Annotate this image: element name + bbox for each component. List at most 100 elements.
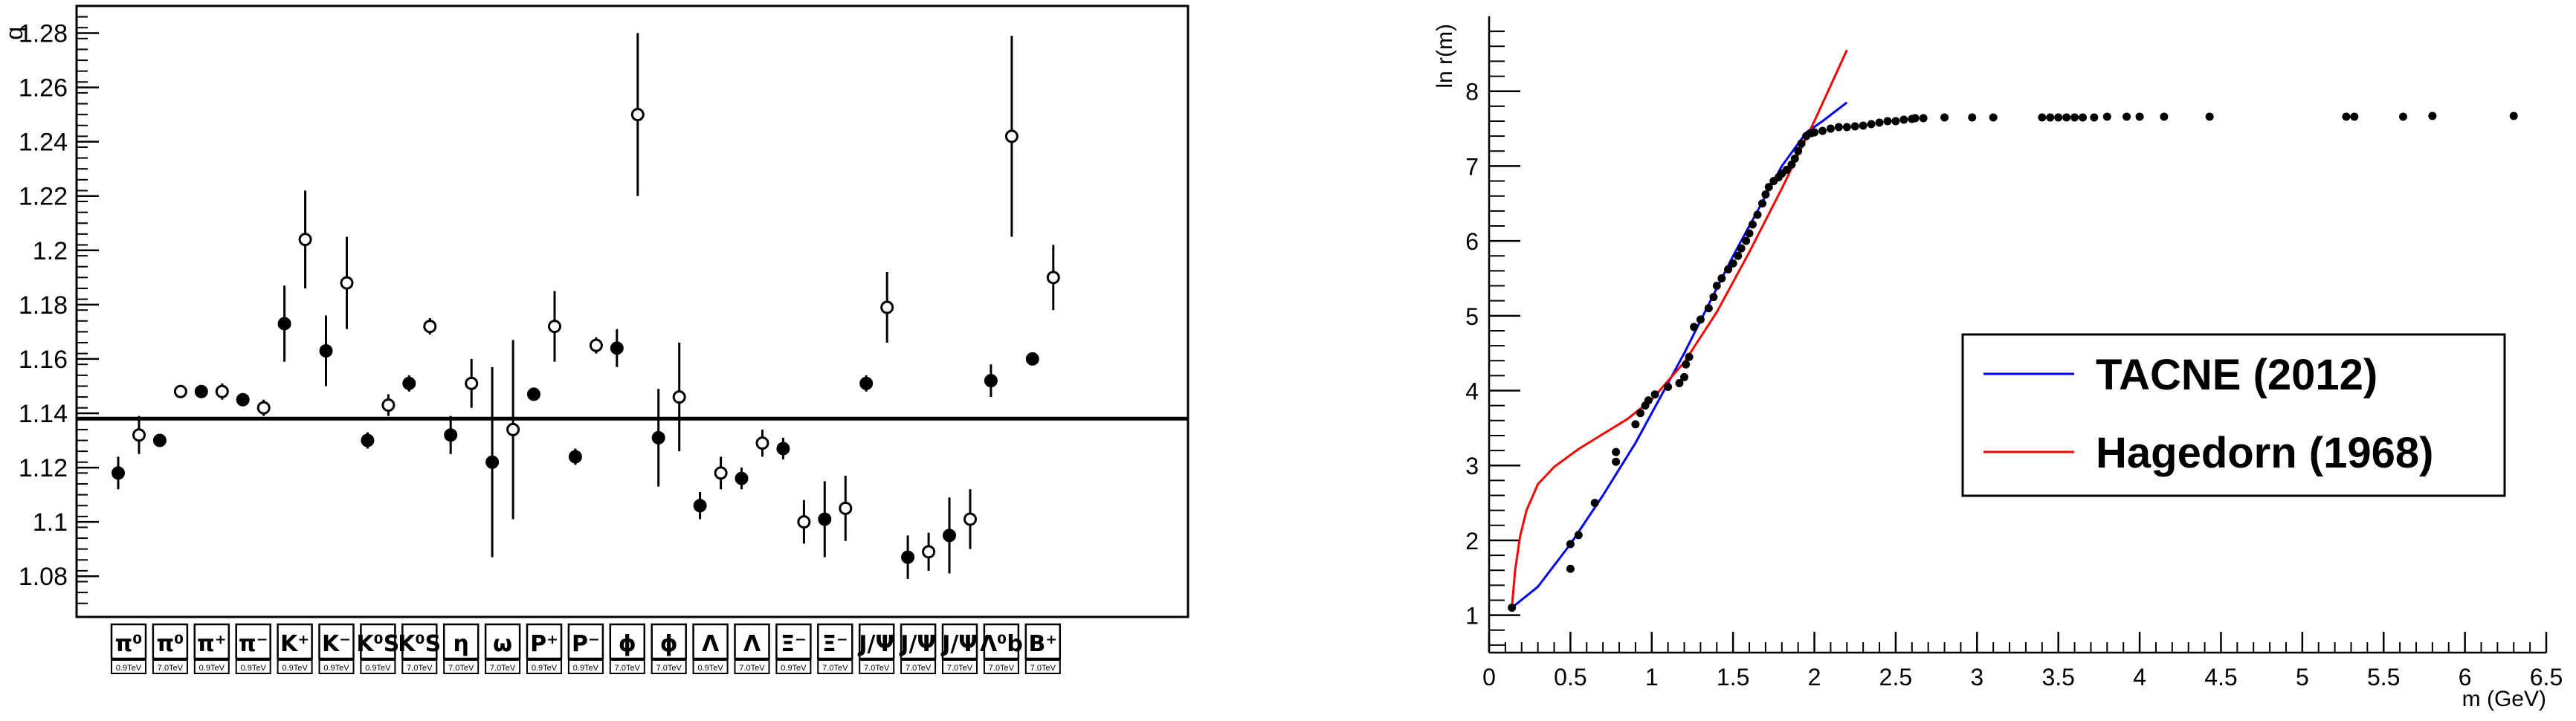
- category-energy-box: [734, 659, 770, 674]
- x-tick-label: 3: [1970, 664, 1983, 691]
- data-point: [2046, 113, 2055, 122]
- data-point: [1758, 199, 1767, 208]
- data-point: [1842, 123, 1851, 132]
- category-energy: 7.0TeV: [490, 664, 516, 673]
- data-point: [2135, 112, 2144, 121]
- category-energy-box: [526, 659, 562, 674]
- data-point: [1712, 282, 1721, 291]
- data-point: [1650, 390, 1659, 399]
- category-label: P⁻: [572, 631, 600, 657]
- category-symbol-box: [983, 623, 1020, 660]
- category-energy: 0.9TeV: [532, 664, 558, 673]
- data-point-filled: [984, 374, 998, 388]
- category-symbol-box: [734, 623, 770, 660]
- data-point: [1612, 457, 1621, 466]
- data-point-filled: [361, 433, 375, 447]
- y-tick-label: 1.24: [19, 129, 68, 157]
- x-tick-label: 4: [2133, 664, 2146, 691]
- data-point-open: [630, 108, 645, 122]
- y-tick-label: 1.2: [33, 237, 68, 265]
- data-point: [1737, 244, 1746, 253]
- category-energy: 7.0TeV: [739, 664, 765, 673]
- category-energy: 7.0TeV: [864, 664, 890, 673]
- data-point: [1850, 122, 1859, 131]
- data-point: [1664, 382, 1673, 391]
- y-tick-label: 5: [1465, 303, 1479, 330]
- x-tick-label: 2.5: [1879, 664, 1912, 691]
- data-point: [1728, 259, 1737, 268]
- data-point: [1566, 564, 1575, 573]
- data-point-open: [340, 276, 354, 290]
- legend-label-hagedorn: Hagedorn (1968): [2096, 429, 2433, 477]
- category-symbol-box: [360, 623, 396, 660]
- data-point: [1745, 229, 1754, 238]
- x-tick-label: 1: [1645, 664, 1659, 691]
- data-point: [1680, 372, 1689, 381]
- data-point: [1612, 447, 1621, 456]
- data-point: [2160, 112, 2169, 121]
- data-point: [1704, 304, 1713, 313]
- data-point-open: [423, 320, 437, 334]
- data-point-filled: [776, 442, 790, 456]
- category-energy: 0.9TeV: [116, 664, 142, 673]
- category-energy: 7.0TeV: [822, 664, 848, 673]
- x-tick-label: 5: [2296, 664, 2309, 691]
- category-energy-box: [900, 659, 937, 674]
- data-point: [2509, 111, 2518, 120]
- data-point: [2350, 112, 2359, 121]
- data-point-open: [215, 384, 229, 398]
- category-symbol-box: [318, 623, 355, 660]
- data-point: [2079, 113, 2088, 122]
- category-energy: 7.0TeV: [1030, 664, 1056, 673]
- tacne-curve: [1511, 101, 1848, 609]
- data-point: [1734, 251, 1743, 260]
- category-energy-box: [111, 659, 146, 674]
- data-point: [2070, 113, 2079, 122]
- category-energy: 7.0TeV: [407, 664, 433, 673]
- category-energy: 0.9TeV: [573, 664, 599, 673]
- x-tick-label: 1.5: [1717, 664, 1749, 691]
- y-tick-label: 1.26: [19, 74, 68, 103]
- category-energy-box: [609, 659, 645, 674]
- legend-box: [1961, 333, 2506, 497]
- category-symbol-box: [692, 623, 729, 660]
- x-tick-label: 0.5: [1554, 664, 1586, 691]
- data-point: [2102, 112, 2111, 121]
- data-point: [1631, 420, 1640, 429]
- category-symbol-box: [235, 623, 271, 660]
- category-label: Λ: [702, 631, 720, 657]
- legend-label-tacne: TACNE (2012): [2096, 351, 2378, 399]
- category-symbol-box: [609, 623, 646, 660]
- data-point-open: [506, 422, 520, 436]
- data-point-open: [797, 515, 811, 529]
- data-point: [1797, 139, 1806, 148]
- data-point-open: [672, 390, 686, 404]
- category-label: Λ⁰b: [980, 631, 1023, 657]
- y-tick-label: 8: [1465, 79, 1479, 106]
- y-tick-label: 1.22: [19, 183, 68, 211]
- data-point: [1748, 220, 1757, 229]
- data-point: [1696, 315, 1705, 324]
- data-point: [1724, 265, 1733, 274]
- data-point: [1834, 123, 1843, 132]
- data-point-open: [1004, 129, 1019, 143]
- y-tick-label: 1.1: [33, 508, 68, 537]
- data-point: [2123, 112, 2131, 121]
- category-label: π⁰: [115, 631, 143, 657]
- data-point-filled: [735, 471, 749, 485]
- data-point: [1790, 154, 1799, 163]
- category-energy-box: [651, 659, 687, 674]
- category-symbol-box: [526, 623, 563, 660]
- data-point-filled: [236, 392, 250, 407]
- category-symbol-box: [110, 623, 147, 660]
- category-energy: 7.0TeV: [947, 664, 973, 673]
- data-point-open: [880, 300, 894, 314]
- data-point: [1709, 293, 1718, 302]
- category-label: ω: [493, 631, 512, 657]
- category-energy-box: [235, 659, 271, 674]
- data-point: [1794, 146, 1803, 155]
- data-point: [1875, 118, 1884, 127]
- data-point-filled: [112, 466, 125, 480]
- x-tick-label: 5.5: [2367, 664, 2400, 691]
